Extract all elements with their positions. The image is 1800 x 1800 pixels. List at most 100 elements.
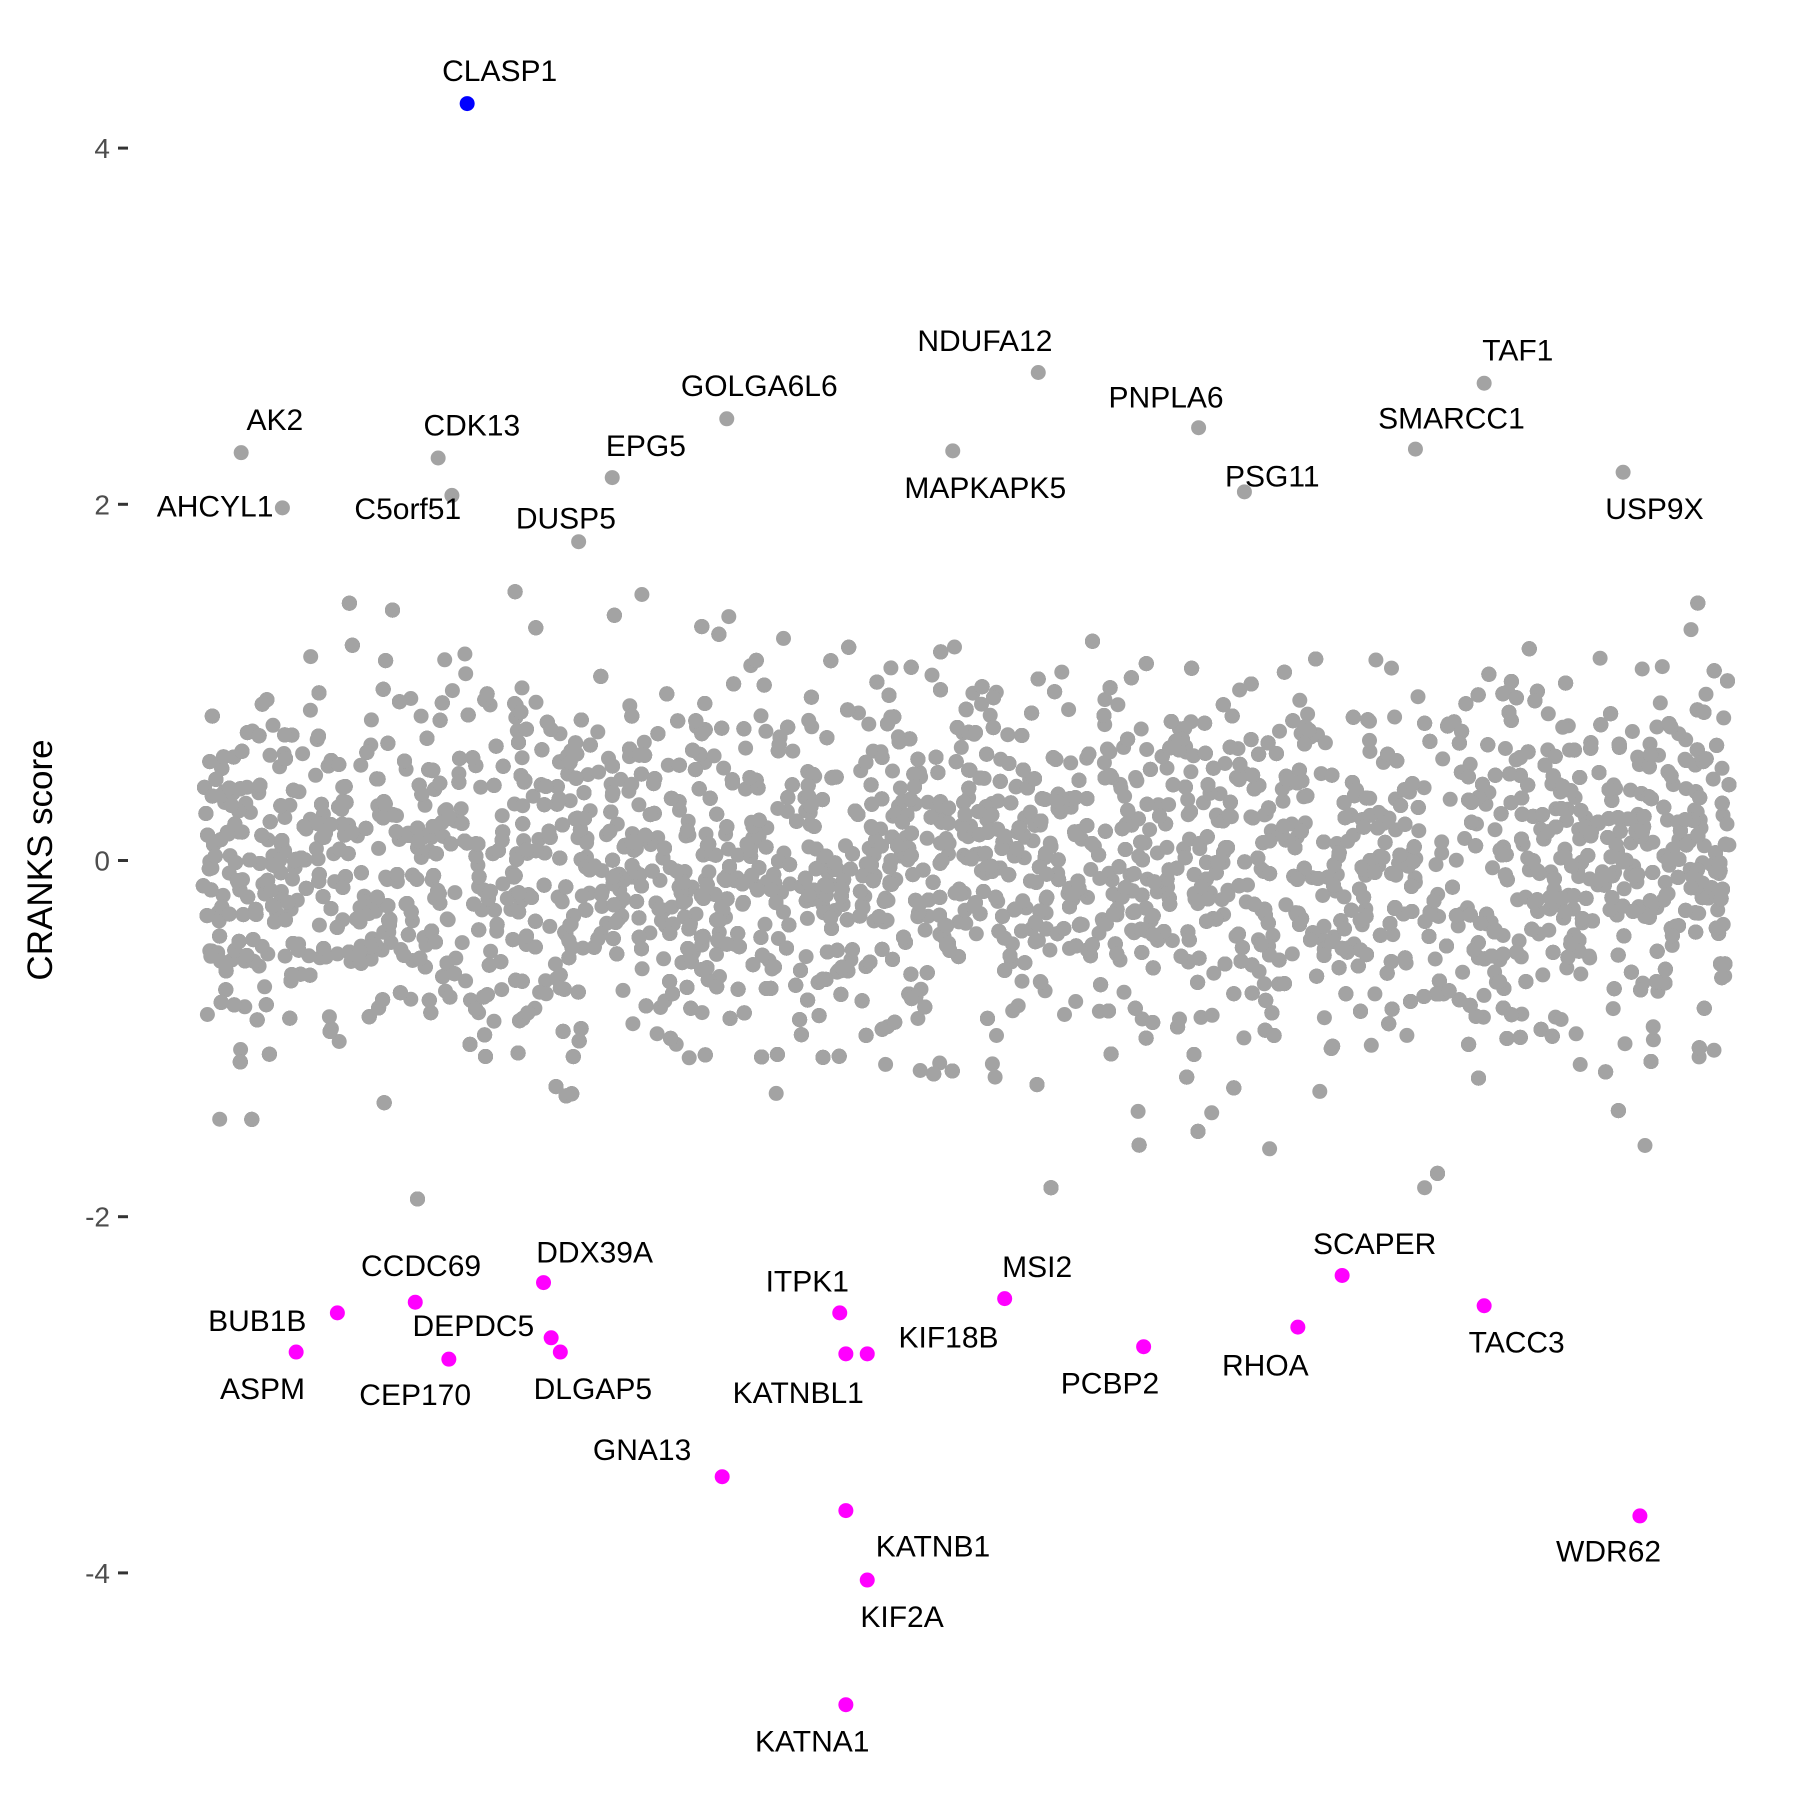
background-point xyxy=(1159,839,1175,855)
background-point xyxy=(932,1055,948,1071)
background-point xyxy=(758,723,774,739)
background-point xyxy=(1159,760,1175,776)
background-point xyxy=(528,694,544,710)
background-point xyxy=(439,911,455,927)
background-point xyxy=(1133,721,1149,737)
background-point xyxy=(1553,1012,1569,1027)
background-point xyxy=(1683,622,1699,638)
background-point xyxy=(738,781,753,797)
background-point xyxy=(1116,984,1132,1000)
background-point xyxy=(1284,946,1300,962)
background-point xyxy=(1317,735,1333,751)
background-point xyxy=(1716,710,1732,726)
background-point xyxy=(1272,723,1287,739)
background-point xyxy=(968,926,984,942)
background-point xyxy=(257,979,273,995)
background-point xyxy=(1428,857,1444,873)
background-point xyxy=(321,1009,337,1025)
background-point xyxy=(1117,788,1133,804)
background-point xyxy=(1206,965,1222,981)
background-point xyxy=(1637,1138,1653,1153)
background-point xyxy=(919,830,935,846)
background-point xyxy=(1092,871,1108,886)
background-point xyxy=(912,1063,928,1078)
background-point xyxy=(515,798,531,814)
background-point xyxy=(1129,773,1145,789)
background-point xyxy=(1592,650,1608,666)
background-point xyxy=(951,914,967,930)
background-point xyxy=(486,1013,502,1029)
background-point xyxy=(1292,692,1308,708)
background-point xyxy=(494,982,510,998)
background-point xyxy=(1316,1010,1332,1026)
background-point xyxy=(1657,874,1673,890)
background-point xyxy=(514,680,530,696)
background-point xyxy=(770,801,786,816)
background-point xyxy=(1142,822,1158,838)
background-point xyxy=(1262,1141,1278,1157)
background-point xyxy=(861,716,877,732)
background-point xyxy=(706,748,722,764)
background-point xyxy=(982,707,998,723)
background-point xyxy=(634,961,650,977)
background-point xyxy=(782,876,798,892)
background-point xyxy=(311,917,327,933)
background-point xyxy=(1315,888,1331,903)
background-point xyxy=(1363,1037,1379,1053)
background-point xyxy=(1387,709,1403,725)
background-point xyxy=(1457,831,1473,846)
background-point xyxy=(514,750,530,766)
background-point xyxy=(483,943,499,959)
background-point xyxy=(1410,689,1426,705)
background-point xyxy=(1642,736,1658,752)
background-point xyxy=(1057,1007,1072,1022)
background-point xyxy=(1617,1036,1633,1052)
background-point xyxy=(636,734,652,750)
background-point xyxy=(798,949,814,965)
background-point xyxy=(437,652,453,668)
background-point xyxy=(403,691,419,706)
background-point xyxy=(990,793,1006,809)
background-point xyxy=(1345,827,1361,843)
background-point xyxy=(594,887,610,903)
background-point xyxy=(883,660,899,676)
background-point xyxy=(1573,966,1589,982)
background-point xyxy=(738,740,754,756)
background-point xyxy=(473,779,489,795)
background-point xyxy=(1384,660,1399,676)
background-point xyxy=(1068,994,1084,1009)
background-point xyxy=(1193,1009,1209,1025)
background-point xyxy=(649,1026,665,1042)
background-point xyxy=(1362,744,1378,759)
background-point xyxy=(444,683,460,699)
background-point xyxy=(1204,1007,1220,1023)
background-point xyxy=(624,776,640,792)
background-point xyxy=(1300,706,1316,722)
background-point xyxy=(1714,760,1730,776)
background-point xyxy=(1180,792,1196,808)
background-point xyxy=(575,940,591,956)
background-point xyxy=(1434,834,1450,850)
background-point xyxy=(277,810,293,825)
background-point xyxy=(353,757,369,773)
background-point xyxy=(681,1050,697,1066)
background-point xyxy=(1054,664,1070,680)
background-point xyxy=(1605,1001,1621,1017)
background-point xyxy=(308,767,324,783)
background-point xyxy=(591,764,607,780)
background-point xyxy=(656,951,672,967)
background-point xyxy=(1183,764,1199,780)
background-point xyxy=(1476,987,1492,1003)
background-point xyxy=(1448,852,1464,868)
background-point xyxy=(302,702,318,718)
background-point xyxy=(310,851,326,867)
background-point xyxy=(1204,1105,1220,1121)
background-point xyxy=(458,666,474,682)
background-point xyxy=(688,906,704,922)
background-point xyxy=(1645,1019,1661,1035)
background-point xyxy=(878,1056,894,1072)
background-point xyxy=(538,986,554,1002)
background-point xyxy=(1336,889,1352,905)
background-point xyxy=(1487,822,1503,838)
